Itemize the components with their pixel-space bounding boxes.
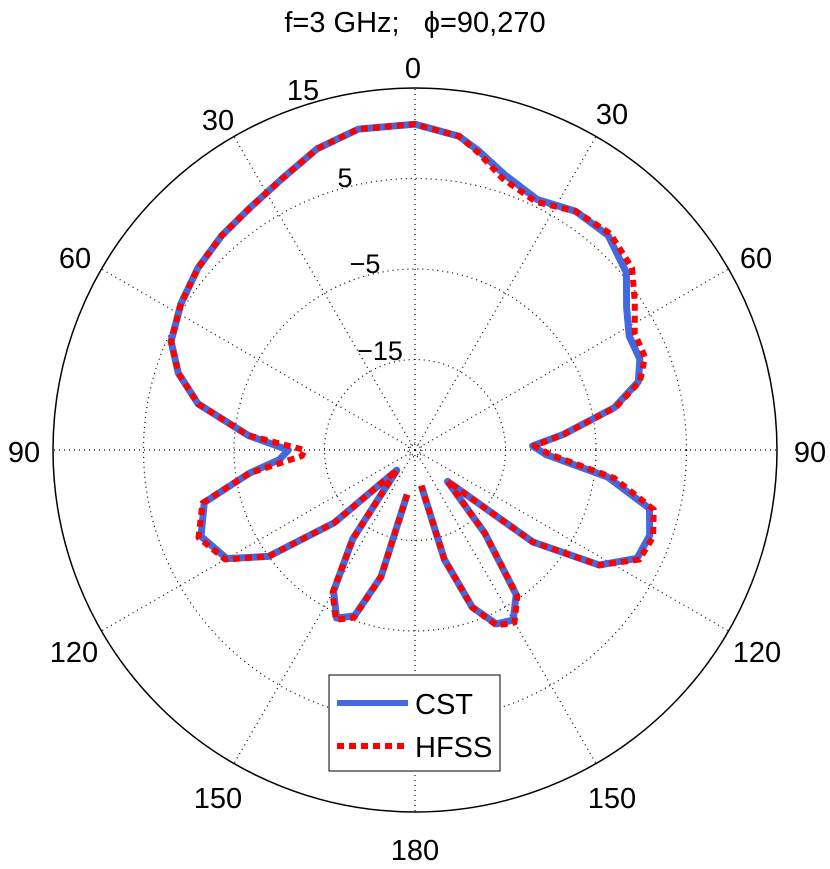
- angle-tick-label: 120: [733, 637, 781, 669]
- radial-tick-label: −5: [350, 249, 381, 279]
- series-curves: [167, 120, 657, 629]
- angle-tick-label: 90: [794, 437, 826, 469]
- angle-tick-label: 30: [596, 99, 628, 131]
- grid-spoke: [101, 449, 416, 632]
- legend-box: [328, 674, 501, 772]
- grid-ring: [142, 177, 688, 723]
- angle-tick-label: 60: [740, 243, 772, 275]
- series-line-cst: [167, 120, 654, 628]
- angle-tick-label: 180: [391, 835, 439, 867]
- angle-tick-label: 0: [405, 53, 421, 85]
- angle-tick-label: 90: [8, 437, 40, 469]
- grid-spoke: [233, 449, 416, 764]
- grid-spoke: [233, 136, 416, 451]
- chart-title: f=3 GHz; ϕ=90,270: [284, 7, 545, 39]
- series-line-hfss: [168, 121, 657, 629]
- legend-label-hfss: HFSS: [415, 732, 492, 764]
- legend-label-cst: CST: [415, 689, 473, 721]
- legend: CST HFSS: [328, 674, 501, 772]
- angle-tick-label: 15: [287, 75, 319, 107]
- grid-spoke: [414, 449, 597, 764]
- angle-tick-label: 150: [588, 783, 636, 815]
- outer-axis-circle: [52, 87, 778, 813]
- angle-tick-label: 30: [202, 105, 234, 137]
- grid-spoke: [101, 268, 416, 451]
- angle-tick-labels: 0 15 30 30 60 60 90 90 120 120 150 150 1…: [8, 53, 826, 867]
- grid-ring-center: [407, 442, 423, 458]
- angle-tick-label: 120: [50, 637, 98, 669]
- radial-tick-labels: 5 −5 −15: [337, 163, 402, 366]
- grid-spoke: [414, 449, 729, 632]
- grid-spoke: [414, 136, 597, 451]
- grid-spoke: [414, 268, 729, 451]
- angle-tick-label: 150: [194, 783, 242, 815]
- angle-tick-label: 60: [59, 243, 91, 275]
- radial-tick-label: −15: [357, 336, 403, 366]
- polar-grid: [52, 87, 778, 813]
- radial-tick-label: 5: [337, 163, 352, 193]
